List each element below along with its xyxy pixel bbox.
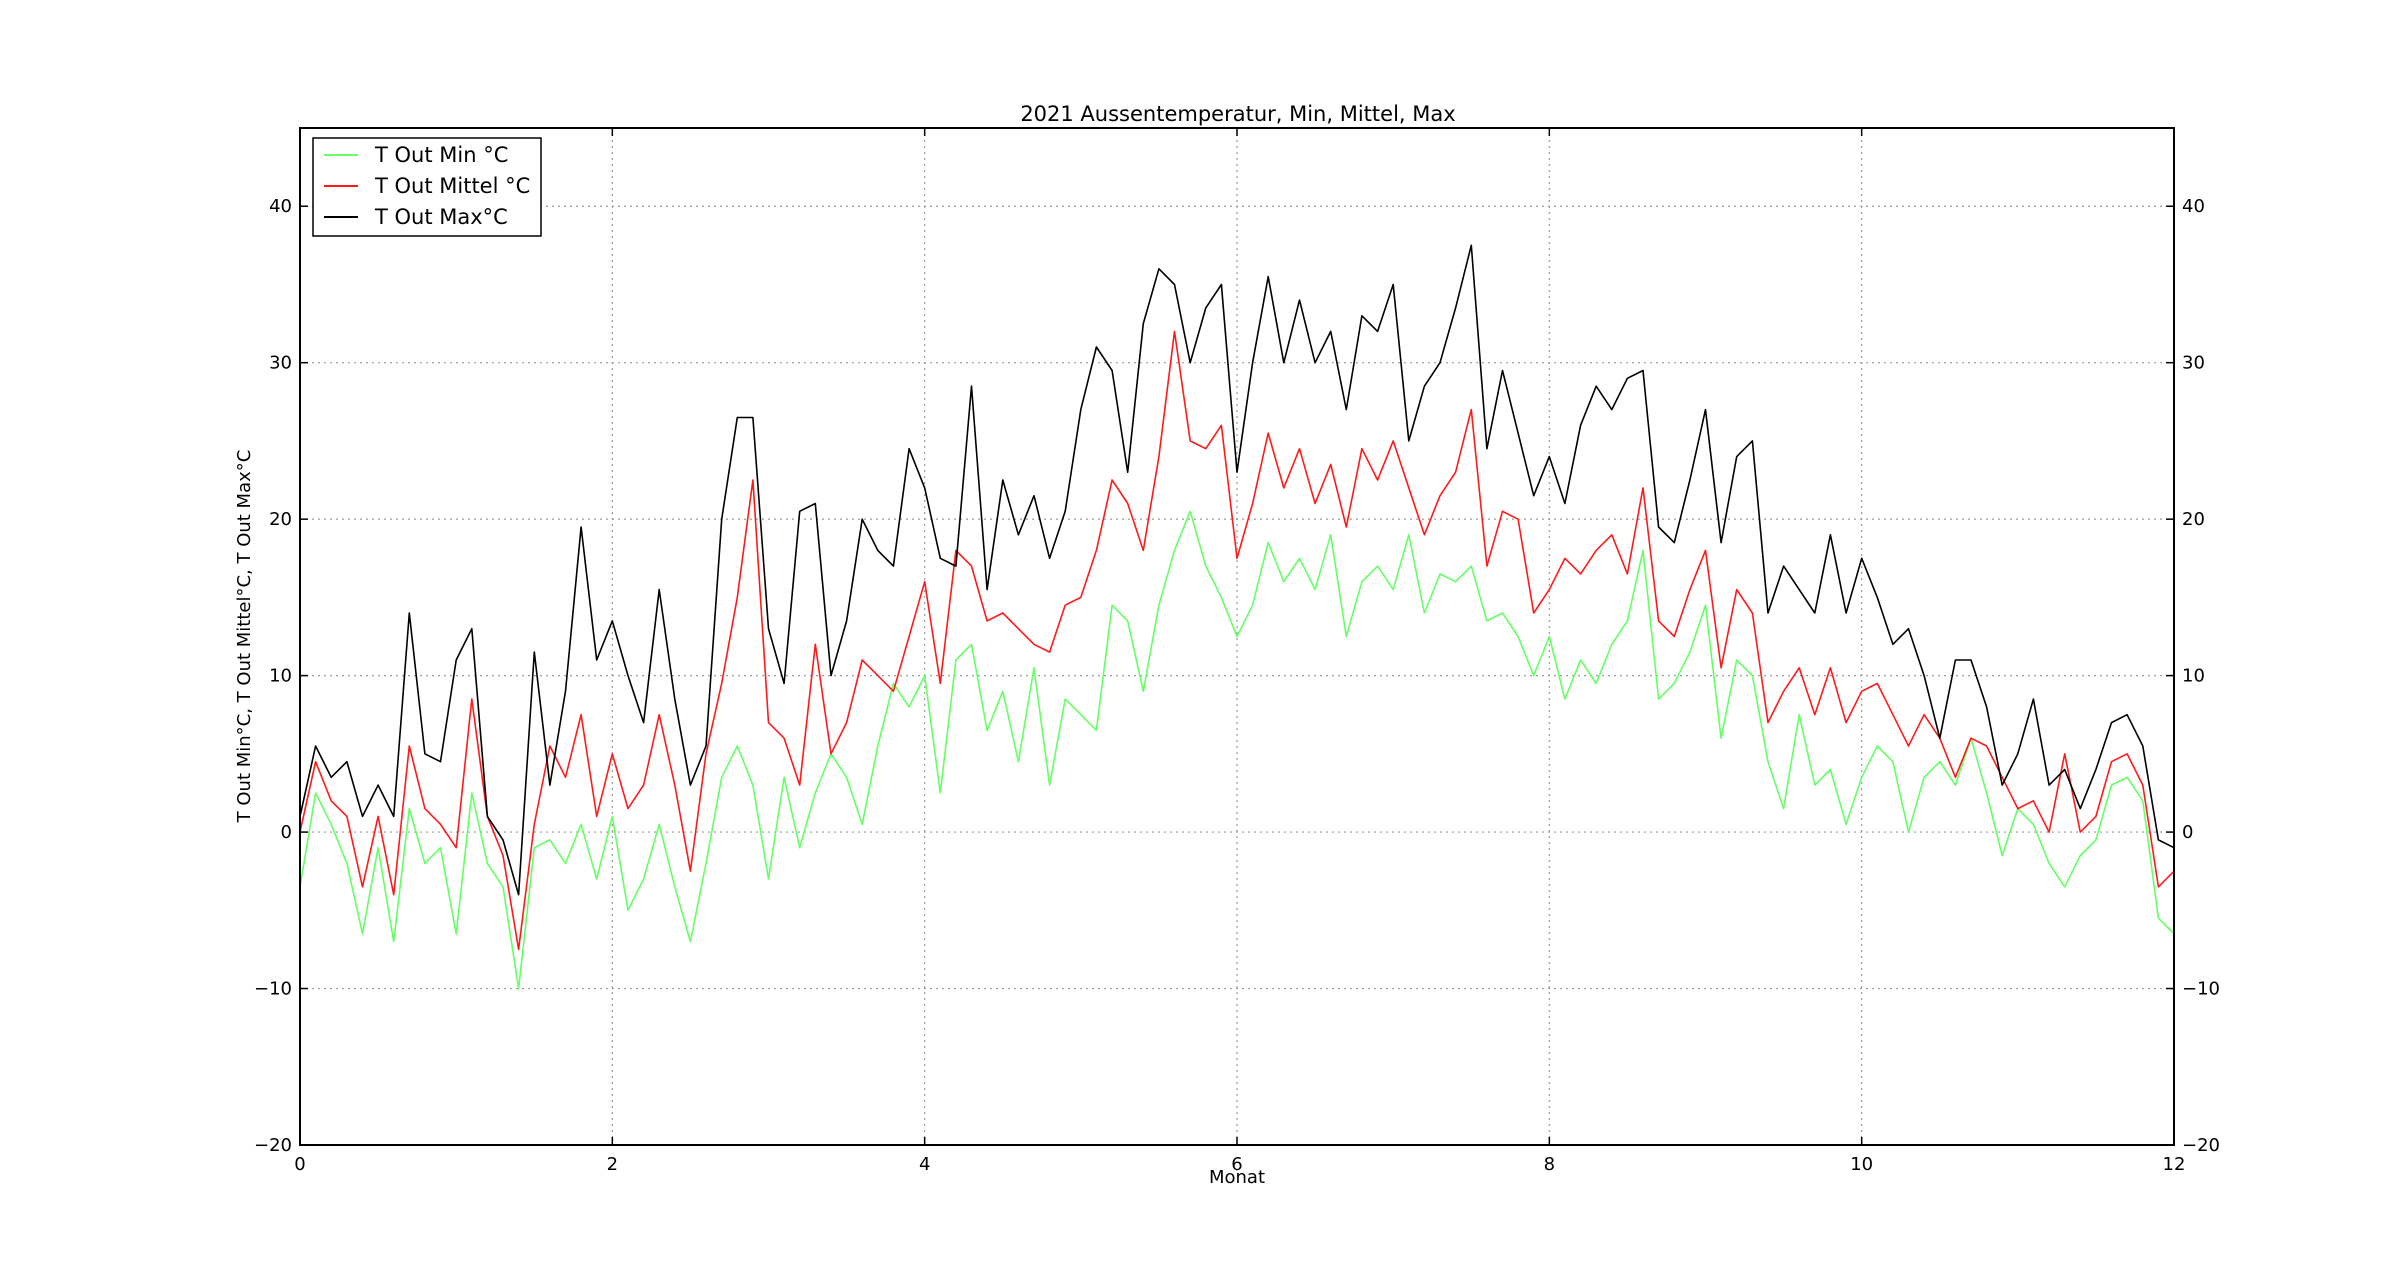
- y-tick-label-left: 40: [269, 196, 292, 217]
- y-tick-label-left: 30: [269, 353, 292, 374]
- legend: T Out Min °C T Out Mittel °C T Out Max°C: [312, 137, 542, 237]
- y-axis-label: T Out Min°C, T Out Mittel°C, T Out Max°C: [234, 450, 255, 824]
- series-line-0: [299, 510, 2175, 990]
- legend-label-max: T Out Max°C: [374, 205, 508, 229]
- y-tick-label-left: −20: [254, 1135, 292, 1156]
- series-line-2: [299, 244, 2175, 896]
- legend-label-min: T Out Min °C: [374, 143, 508, 167]
- y-tick-label-left: 20: [269, 509, 292, 530]
- y-tick-label-right: −10: [2182, 979, 2220, 1000]
- y-tick-label-right: 10: [2182, 666, 2205, 687]
- y-tick-label-right: −20: [2182, 1135, 2220, 1156]
- series-lines: [299, 244, 2175, 990]
- x-tick-label: 2: [607, 1154, 618, 1175]
- x-tick-label: 10: [1850, 1154, 1873, 1175]
- grid: [300, 128, 2174, 1145]
- series-line-1: [299, 330, 2175, 951]
- y-tick-label-left: 10: [269, 666, 292, 687]
- x-tick-label: 6: [1231, 1154, 1242, 1175]
- x-tick-label: 4: [919, 1154, 930, 1175]
- x-tick-label: 0: [294, 1154, 305, 1175]
- legend-label-mittel: T Out Mittel °C: [374, 174, 530, 198]
- x-tick-label: 8: [1544, 1154, 1555, 1175]
- x-axis-label: Monat: [1209, 1167, 1265, 1188]
- y-tick-label-right: 40: [2182, 196, 2205, 217]
- chart-title: 2021 Aussentemperatur, Min, Mittel, Max: [1020, 102, 1455, 126]
- y-tick-label-left: 0: [281, 822, 292, 843]
- y-tick-label-right: 30: [2182, 353, 2205, 374]
- x-tick-label: 12: [2163, 1154, 2186, 1175]
- y-tick-label-right: 20: [2182, 509, 2205, 530]
- y-tick-label-left: −10: [254, 979, 292, 1000]
- y-tick-label-right: 0: [2182, 822, 2193, 843]
